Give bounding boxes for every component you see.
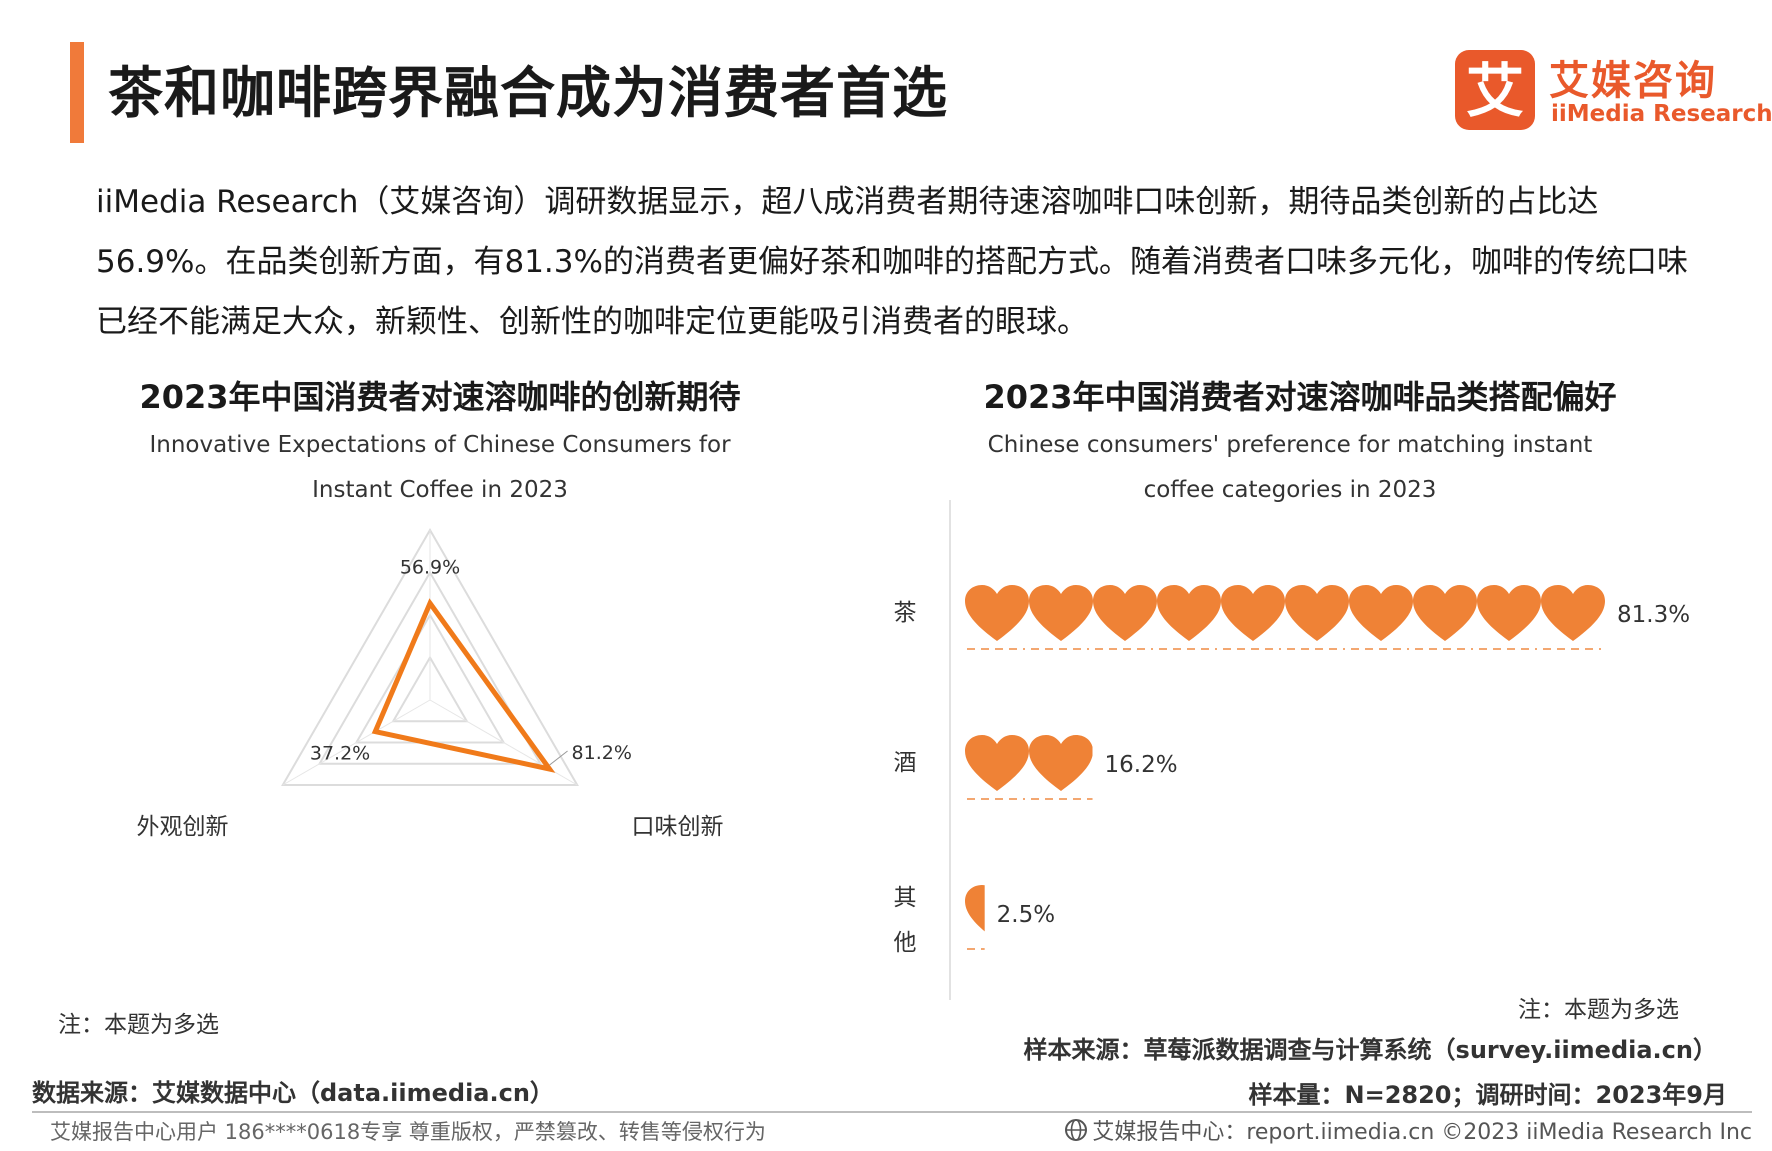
- radar-series-polygon: [371, 598, 556, 773]
- radar-value-label: 81.2%: [572, 742, 632, 764]
- sample-size: 样本量：N=2820；调研时间：2023年9月: [1248, 1081, 1728, 1109]
- report-center-link[interactable]: 艾媒报告中心：report.iimedia.cn ©2023 iiMedia R…: [1064, 1114, 1752, 1148]
- radar-grid-ring: [317, 570, 543, 765]
- pictograph-heart: [965, 735, 1029, 800]
- heart-pictograph-chart: 茶 81.3% 酒 16.2% 其他 2.5%: [894, 500, 1690, 1000]
- pictograph-heart: [965, 885, 985, 950]
- pictograph-heart: [1541, 585, 1605, 650]
- left-chart-title: 2023年中国消费者对速溶咖啡的创新期待: [139, 378, 741, 416]
- page-title: 茶和咖啡跨界融合成为消费者首选: [108, 61, 949, 125]
- pictograph-category-label: 酒: [894, 750, 917, 776]
- radar-category-label: 外观创新: [137, 814, 229, 840]
- pictograph-heart: [1093, 585, 1157, 650]
- logo-text-cn: 艾媒咨询: [1549, 58, 1717, 104]
- report-center-text: 艾媒报告中心：report.iimedia.cn ©2023 iiMedia R…: [1092, 1120, 1752, 1145]
- right-chart-subtitle: Chinese consumers' preference for matchi…: [987, 432, 1593, 503]
- pictograph-value-label: 2.5%: [997, 902, 1055, 928]
- copyright-notice: 艾媒报告中心用户 186****0618专享 尊重版权，严禁篡改、转售等侵权行为: [50, 1120, 766, 1144]
- pictograph-heart: [1349, 585, 1413, 650]
- globe-icon: [1064, 1118, 1088, 1148]
- radar-value-label: 37.2%: [310, 743, 370, 765]
- pictograph-category-label: 茶: [894, 600, 917, 626]
- pictograph-heart: [1285, 585, 1349, 650]
- pictograph-value-label: 16.2%: [1105, 752, 1178, 778]
- pictograph-value-label: 81.3%: [1617, 602, 1690, 628]
- pictograph-heart: [1029, 585, 1093, 650]
- radar-grid-ring: [391, 655, 469, 723]
- radar-category-label: 口味创新: [631, 814, 723, 840]
- sample-source: 样本来源：草莓派数据调查与计算系统（survey.iimedia.cn）: [1023, 1036, 1717, 1064]
- radar-axis-line: [282, 699, 431, 786]
- footer-divider: [32, 1111, 1752, 1113]
- radar-value-label: 56.9%: [400, 556, 460, 578]
- pictograph-heart: [1221, 585, 1285, 650]
- title-accent-bar: [70, 42, 84, 143]
- pictograph-heart: [1029, 735, 1093, 800]
- pictograph-heart: [1157, 585, 1221, 650]
- left-chart-note: 注：本题为多选: [58, 1012, 219, 1038]
- radar-grid-ring: [281, 527, 579, 786]
- data-source: 数据来源：艾媒数据中心（data.iimedia.cn）: [32, 1079, 554, 1107]
- logo-text-en: iiMedia Research: [1551, 101, 1772, 127]
- radar-leader-line: [549, 750, 568, 766]
- logo-mark-icon: 艾: [1455, 50, 1535, 130]
- pictograph-category-label: 他: [894, 930, 917, 956]
- pictograph-heart: [1413, 585, 1477, 650]
- right-chart-note: 注：本题为多选: [1518, 997, 1679, 1023]
- pictograph-heart: [965, 585, 1029, 650]
- left-chart-subtitle: Innovative Expectations of Chinese Consu…: [149, 432, 731, 503]
- intro-paragraph: iiMedia Research（艾媒咨询）调研数据显示，超八成消费者期待速溶咖…: [96, 184, 1688, 340]
- right-chart-title: 2023年中国消费者对速溶咖啡品类搭配偏好: [983, 378, 1617, 416]
- brand-logo: 艾 艾媒咨询 iiMedia Research: [1455, 46, 1772, 130]
- logo-mark-char: 艾: [1466, 57, 1524, 125]
- pictograph-category-label: 其: [894, 885, 917, 911]
- radar-chart: 品类创新口味创新外观创新56.9%81.2%37.2%: [137, 527, 723, 840]
- pictograph-heart: [1477, 585, 1541, 650]
